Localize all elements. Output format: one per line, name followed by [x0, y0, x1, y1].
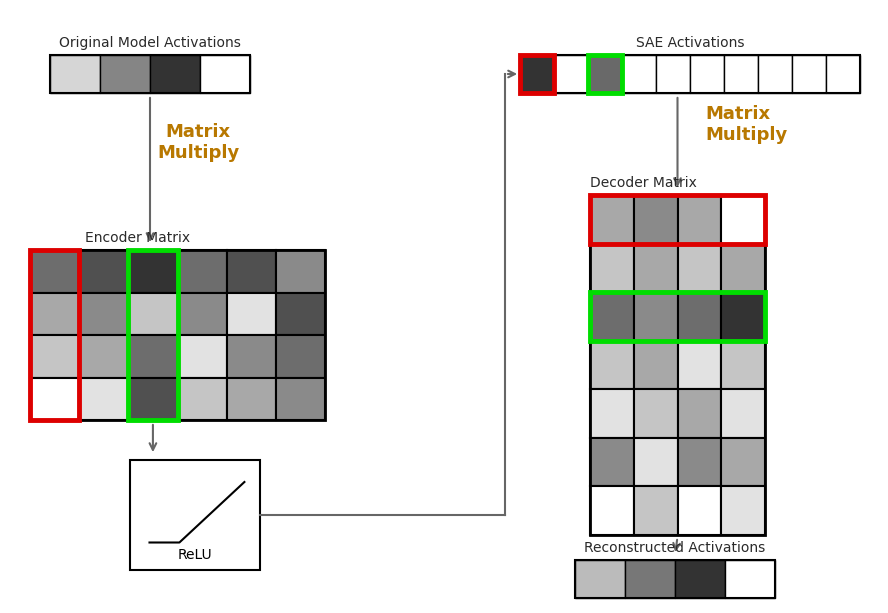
Bar: [79, 292, 129, 335]
Bar: [590, 292, 765, 341]
Bar: [226, 292, 276, 335]
Bar: [226, 335, 276, 378]
Bar: [721, 438, 765, 487]
Bar: [721, 243, 765, 292]
Bar: [30, 378, 79, 420]
Bar: [129, 335, 178, 378]
Bar: [575, 560, 625, 598]
Bar: [678, 341, 721, 389]
Bar: [276, 292, 325, 335]
Bar: [129, 378, 178, 420]
Bar: [590, 195, 765, 535]
Bar: [129, 292, 178, 335]
Bar: [634, 389, 678, 438]
Text: Original Model Activations: Original Model Activations: [59, 36, 241, 50]
Text: Encoder Matrix: Encoder Matrix: [85, 231, 190, 245]
Text: Matrix
Multiply: Matrix Multiply: [705, 105, 788, 144]
Bar: [724, 55, 758, 93]
Bar: [276, 250, 325, 292]
Bar: [50, 55, 100, 93]
Bar: [588, 55, 622, 93]
Bar: [150, 55, 200, 93]
Text: ReLU: ReLU: [178, 548, 212, 562]
Bar: [100, 55, 150, 93]
Bar: [30, 250, 325, 420]
Bar: [226, 378, 276, 420]
Bar: [622, 55, 656, 93]
Bar: [590, 195, 765, 243]
Bar: [520, 55, 860, 93]
Bar: [721, 487, 765, 535]
Bar: [634, 487, 678, 535]
Bar: [129, 250, 178, 420]
Bar: [30, 335, 79, 378]
Bar: [79, 335, 129, 378]
Bar: [575, 560, 775, 598]
Bar: [826, 55, 860, 93]
Bar: [79, 378, 129, 420]
Bar: [129, 250, 178, 292]
Bar: [30, 292, 79, 335]
Bar: [30, 250, 79, 420]
Bar: [200, 55, 250, 93]
Bar: [178, 250, 226, 292]
Bar: [50, 55, 250, 93]
Bar: [178, 335, 226, 378]
Bar: [590, 195, 634, 243]
Bar: [554, 55, 588, 93]
Bar: [590, 487, 634, 535]
Bar: [678, 389, 721, 438]
Bar: [634, 243, 678, 292]
Bar: [678, 292, 721, 341]
Bar: [634, 341, 678, 389]
Bar: [178, 378, 226, 420]
Bar: [758, 55, 792, 93]
Bar: [588, 55, 622, 93]
Bar: [721, 389, 765, 438]
Bar: [634, 292, 678, 341]
Bar: [721, 195, 765, 243]
Bar: [590, 341, 634, 389]
Bar: [678, 243, 721, 292]
Bar: [792, 55, 826, 93]
Bar: [178, 292, 226, 335]
Bar: [656, 55, 690, 93]
Bar: [30, 250, 79, 292]
Bar: [721, 292, 765, 341]
Bar: [130, 460, 260, 570]
Text: Matrix
Multiply: Matrix Multiply: [157, 123, 239, 162]
Bar: [590, 389, 634, 438]
Bar: [276, 378, 325, 420]
Bar: [590, 243, 634, 292]
Bar: [690, 55, 724, 93]
Text: Reconstructed Activations: Reconstructed Activations: [584, 541, 765, 555]
Bar: [634, 195, 678, 243]
Text: Decoder Matrix: Decoder Matrix: [590, 176, 697, 190]
Bar: [678, 487, 721, 535]
Bar: [590, 292, 634, 341]
Bar: [725, 560, 775, 598]
Bar: [678, 195, 721, 243]
Bar: [520, 55, 554, 93]
Bar: [276, 335, 325, 378]
Bar: [678, 438, 721, 487]
Bar: [721, 341, 765, 389]
Bar: [634, 438, 678, 487]
Bar: [520, 55, 554, 93]
Bar: [675, 560, 725, 598]
Bar: [226, 250, 276, 292]
Bar: [625, 560, 675, 598]
Bar: [79, 250, 129, 292]
Bar: [590, 438, 634, 487]
Text: SAE Activations: SAE Activations: [636, 36, 744, 50]
